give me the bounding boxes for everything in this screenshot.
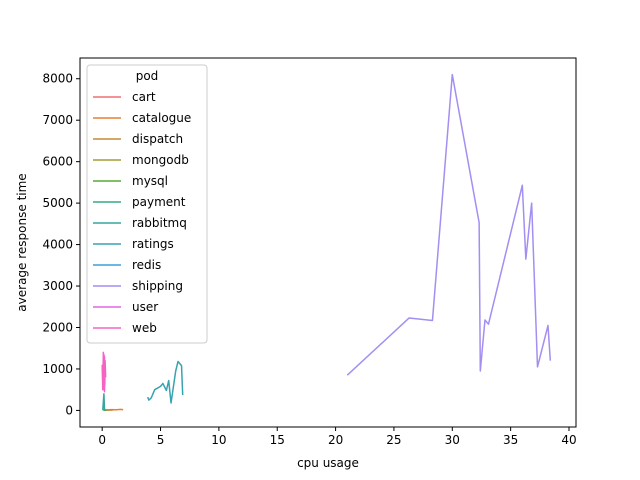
- plot-area: [101, 73, 552, 411]
- x-tick-label: 15: [270, 433, 285, 447]
- x-tick-label: 5: [157, 433, 165, 447]
- x-axis-label: cpu usage: [297, 456, 359, 470]
- legend-label-ratings: ratings: [132, 237, 174, 251]
- y-axis-label: average response time: [15, 173, 29, 311]
- series-line-rabbitmq: [102, 393, 106, 411]
- x-tick-label: 40: [561, 433, 576, 447]
- series-line-web: [101, 351, 107, 393]
- y-tick-label: 8000: [42, 72, 73, 86]
- x-tick-label: 20: [328, 433, 343, 447]
- legend: pod cart catalogue dispatch mongodb mysql paym…: [86, 64, 208, 344]
- legend-label-mongodb: mongodb: [132, 153, 189, 167]
- x-tick-label: 10: [211, 433, 226, 447]
- legend-label-payment: payment: [132, 195, 186, 209]
- legend-label-mysql: mysql: [132, 174, 168, 188]
- series-line-ratings: [146, 360, 184, 404]
- y-tick-label: 7000: [42, 113, 73, 127]
- y-tick-label: 3000: [42, 279, 73, 293]
- y-tick-label: 0: [65, 403, 73, 417]
- legend-label-shipping: shipping: [132, 279, 183, 293]
- x-tick-label: 35: [503, 433, 518, 447]
- y-tick-label: 5000: [42, 196, 73, 210]
- x-tick-label: 30: [445, 433, 460, 447]
- legend-label-redis: redis: [132, 258, 161, 272]
- legend-label-rabbitmq: rabbitmq: [132, 216, 187, 230]
- x-tick-label: 25: [386, 433, 401, 447]
- legend-label-catalogue: catalogue: [132, 111, 191, 125]
- y-axis: 0 1000 2000 3000 4000 5000 6000 7000 8000: [42, 72, 80, 417]
- legend-label-cart: cart: [132, 90, 156, 104]
- series-line-shipping: [346, 73, 552, 376]
- y-tick-label: 6000: [42, 155, 73, 169]
- legend-label-dispatch: dispatch: [132, 132, 183, 146]
- y-tick-label: 4000: [42, 238, 73, 252]
- x-tick-label: 0: [98, 433, 106, 447]
- legend-title: pod: [136, 69, 159, 83]
- axes-frame: [79, 57, 577, 428]
- legend-label-web: web: [132, 321, 157, 335]
- y-tick-label: 2000: [42, 320, 73, 334]
- legend-label-user: user: [132, 300, 158, 314]
- legend-box: [86, 64, 208, 344]
- x-axis: 0 5 10 15 20 25 30 35 40: [98, 427, 577, 447]
- y-tick-label: 1000: [42, 362, 73, 376]
